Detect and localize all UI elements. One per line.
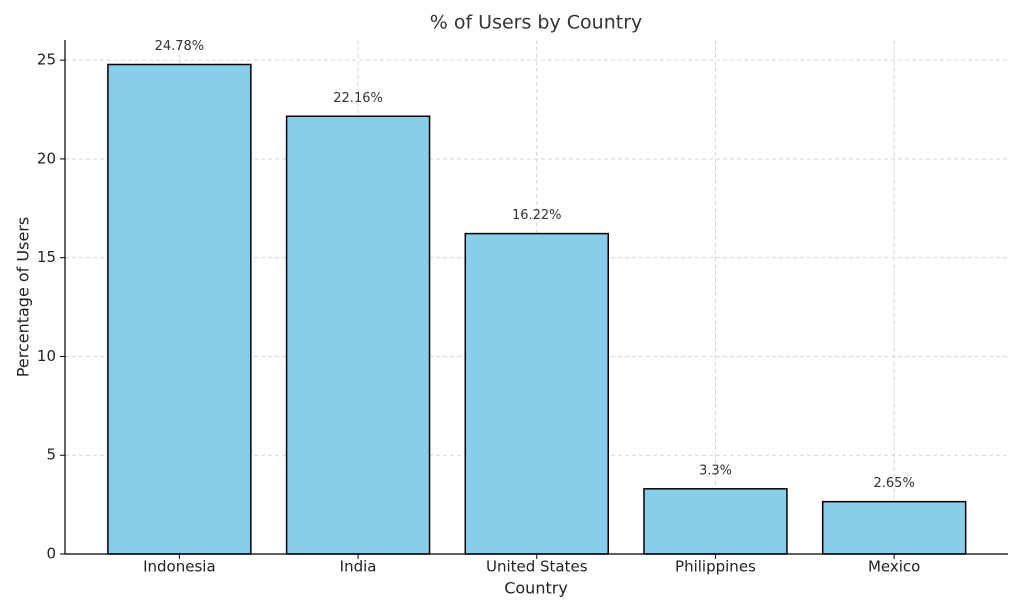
bar xyxy=(643,488,788,555)
value-label: 24.78% xyxy=(155,39,205,54)
value-label: 2.65% xyxy=(874,476,915,491)
bar xyxy=(464,232,609,555)
x-tick-label: Philippines xyxy=(675,558,756,576)
x-tick-label: United States xyxy=(486,558,588,576)
y-tick-label: 20 xyxy=(37,149,56,167)
y-tick-label: 25 xyxy=(37,51,56,69)
bar xyxy=(821,500,967,555)
x-axis-label: Country xyxy=(504,579,568,598)
x-tick-label: Indonesia xyxy=(143,558,216,576)
y-tick-label: 5 xyxy=(46,446,56,464)
y-tick-label: 10 xyxy=(37,347,56,365)
value-label: 3.3% xyxy=(699,463,732,478)
bar xyxy=(285,115,431,555)
x-tick-label: Mexico xyxy=(868,558,920,576)
y-tick-label: 0 xyxy=(46,545,56,563)
y-axis-label: Percentage of Users xyxy=(14,217,33,377)
value-label: 16.22% xyxy=(512,208,562,223)
value-label: 22.16% xyxy=(333,91,383,106)
bar xyxy=(107,63,252,555)
y-tick-label: 15 xyxy=(37,248,56,266)
chart-title: % of Users by Country xyxy=(430,12,643,34)
x-tick-label: India xyxy=(340,558,377,576)
